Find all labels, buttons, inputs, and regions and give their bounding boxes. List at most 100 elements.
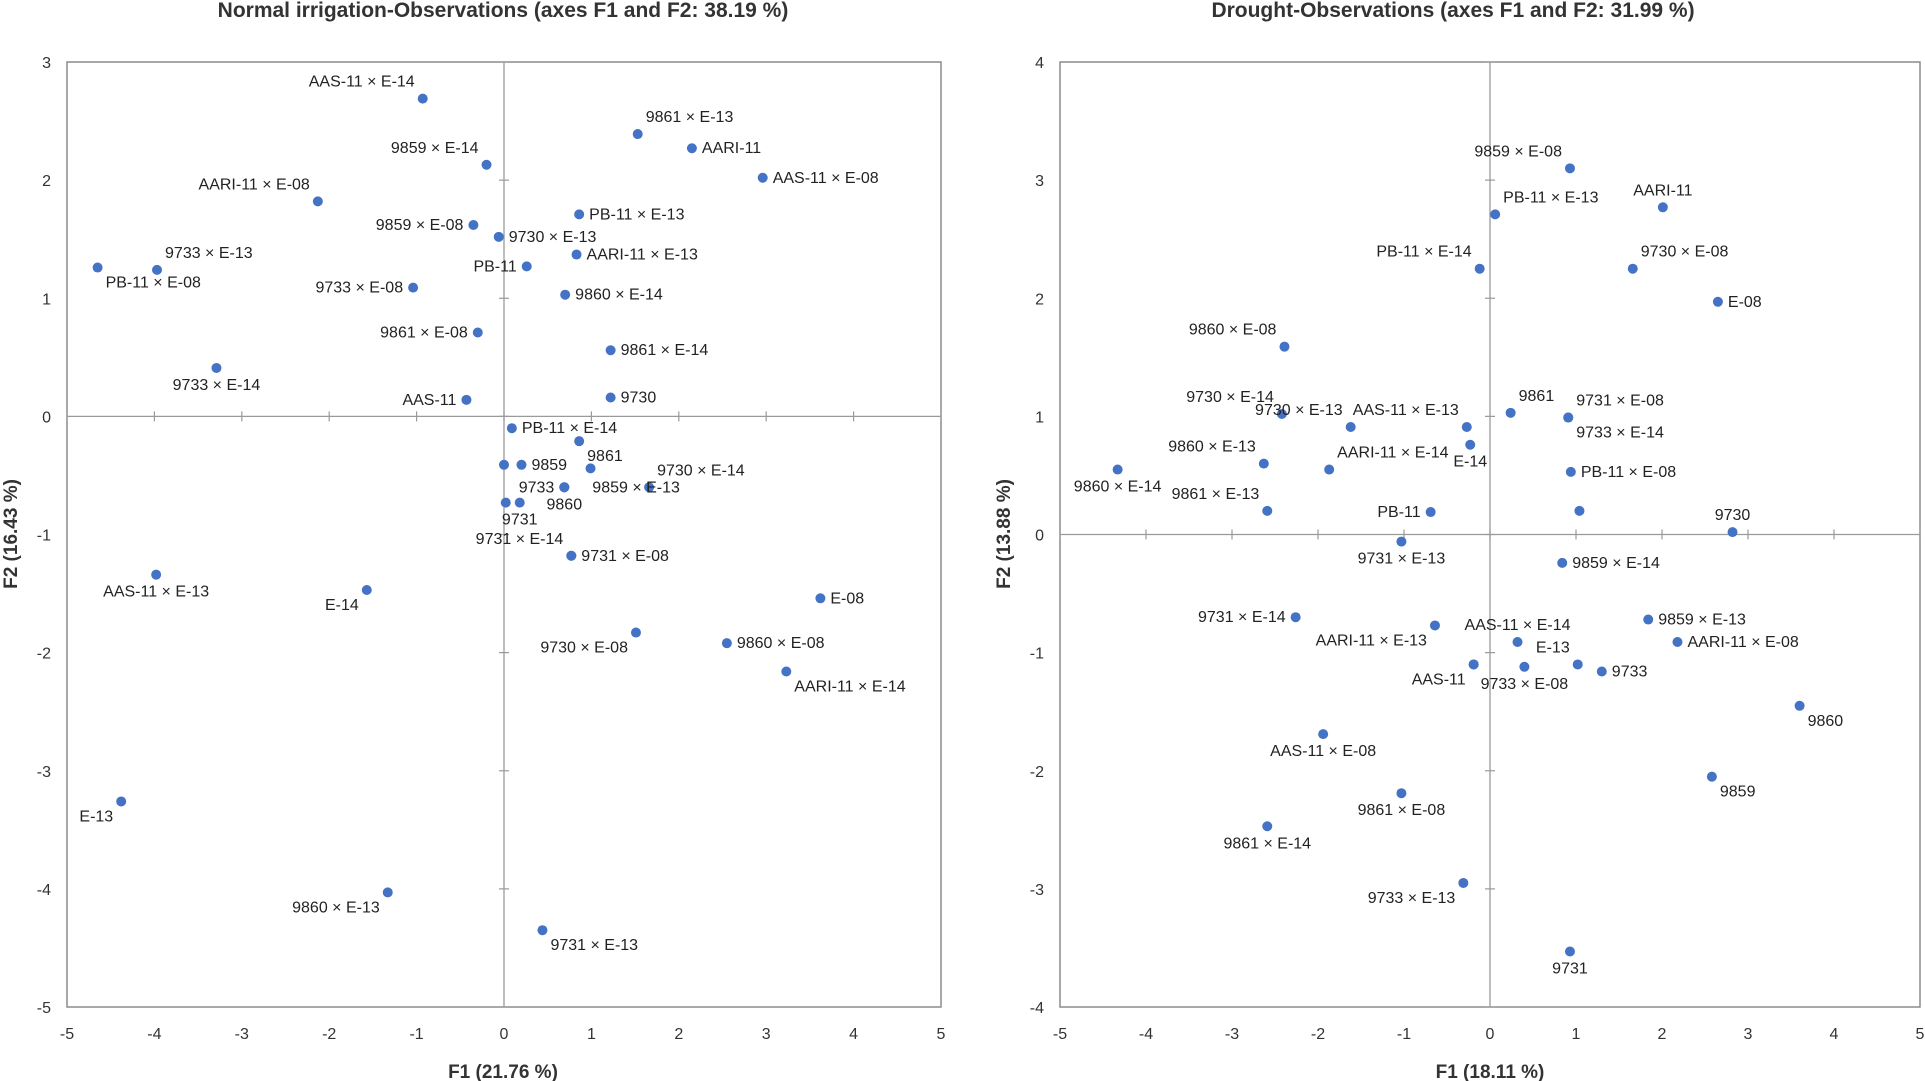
data-point (1565, 466, 1576, 477)
data-point (151, 569, 162, 580)
panel-drought: Drought-Observations (axes F1 and F2: 31… (994, 0, 1925, 1081)
data-point (500, 497, 511, 508)
data-label: 9730 × E-08 (540, 640, 628, 657)
data-point (481, 159, 492, 170)
data-label: 9733 × E-13 (1368, 890, 1456, 907)
data-point (468, 220, 479, 231)
data-label: 9861 × E-13 (1172, 486, 1260, 503)
data-point (781, 666, 792, 677)
data-point (521, 261, 532, 272)
x-tick-label: 1 (1572, 1026, 1581, 1043)
data-point (1276, 409, 1287, 420)
data-label: PB-11 × E-13 (1503, 189, 1598, 206)
data-point (1396, 536, 1407, 547)
data-label: AAS-11 × E-08 (773, 170, 879, 187)
data-point (408, 282, 419, 293)
data-label: 9730 × E-14 (1186, 389, 1274, 406)
data-point (499, 459, 509, 470)
data-label: PB-11 (473, 258, 516, 275)
data-label: AAS-11 × E-13 (103, 584, 209, 601)
x-tick-label: 3 (762, 1026, 771, 1043)
x-tick-label: 0 (500, 1026, 509, 1043)
data-label: 9859 × E-13 (1658, 612, 1746, 629)
data-point (574, 209, 585, 220)
data-label: 9733 (519, 479, 555, 496)
data-label: 9860 (547, 496, 583, 513)
data-point (1262, 505, 1273, 516)
data-point (493, 231, 504, 242)
data-point (1290, 612, 1301, 623)
x-tick-label: -4 (1139, 1026, 1153, 1043)
data-point (1396, 788, 1407, 799)
data-point (1564, 163, 1575, 174)
y-tick-label: 0 (42, 409, 51, 426)
data-point (1505, 407, 1516, 418)
data-label: E-13 (1536, 639, 1570, 656)
data-label: 9861 × E-13 (646, 109, 734, 126)
data-point (1627, 263, 1638, 274)
data-label: PB-11 × E-14 (522, 420, 617, 437)
x-tick-label: -2 (1311, 1026, 1325, 1043)
x-tick-label: 2 (1658, 1026, 1667, 1043)
data-label: 9733 × E-13 (165, 245, 253, 262)
data-point (506, 423, 517, 434)
data-label: 9733 × E-14 (1576, 425, 1664, 442)
y-axis-title: F2 (16.43 %) (1, 479, 22, 589)
x-tick-label: -2 (322, 1026, 336, 1043)
x-axis-title: F1 (18.11 %) (1436, 1062, 1545, 1081)
data-point (559, 482, 570, 493)
x-tick-label: -5 (60, 1026, 74, 1043)
data-label: AARI-11 (1633, 182, 1692, 199)
data-point (472, 327, 483, 338)
data-point (312, 196, 323, 207)
x-tick-label: 5 (1916, 1026, 1925, 1043)
data-label: 9860 (1808, 713, 1844, 730)
data-point (1574, 505, 1585, 516)
data-point (1794, 700, 1805, 711)
data-point (605, 392, 616, 403)
data-label: 9730 (1715, 507, 1751, 524)
data-label: 9860 × E-08 (737, 635, 825, 652)
data-label: AARI-11 × E-13 (587, 247, 698, 264)
y-tick-label: -3 (1030, 882, 1044, 899)
data-label: 9731 × E-14 (476, 531, 564, 548)
data-point (1572, 659, 1583, 670)
data-label: 9730 (621, 389, 657, 406)
data-point (514, 497, 525, 508)
data-point (1564, 946, 1575, 957)
data-point (574, 436, 585, 447)
data-label: AARI-11 × E-14 (794, 679, 905, 696)
data-point (516, 459, 527, 470)
data-point (1657, 202, 1668, 213)
data-label: 9859 (531, 457, 567, 474)
data-label: AAS-11 × E-14 (1465, 617, 1571, 634)
data-point (1706, 771, 1717, 782)
data-label: 9860 × E-14 (1074, 479, 1162, 496)
data-label: AARI-11 × E-14 (1337, 445, 1448, 462)
data-label: 9859 (1720, 784, 1756, 801)
data-point (757, 172, 768, 183)
y-tick-label: -4 (1030, 1000, 1044, 1017)
data-label: PB-11 × E-13 (589, 206, 684, 223)
data-point (211, 362, 222, 373)
data-label: 9731 (1552, 960, 1588, 977)
x-tick-label: 4 (849, 1026, 858, 1043)
x-tick-label: -3 (235, 1026, 249, 1043)
data-point (721, 638, 732, 649)
chart-title: Normal irrigation-Observations (axes F1 … (218, 0, 789, 22)
data-point (382, 887, 393, 898)
data-point (566, 550, 577, 561)
data-label: E-13 (79, 808, 113, 825)
y-tick-label: 3 (1035, 173, 1044, 190)
chart-title: Drought-Observations (axes F1 and F2: 31… (1211, 0, 1694, 22)
data-point (686, 143, 697, 154)
data-point (1672, 636, 1683, 647)
y-tick-label: -3 (37, 764, 51, 781)
data-label: 9861 (1519, 388, 1555, 405)
x-tick-label: 2 (674, 1026, 683, 1043)
data-label: 9731 × E-13 (550, 937, 638, 954)
data-point (1727, 527, 1738, 538)
data-point (1490, 209, 1501, 220)
data-label: 9730 × E-14 (657, 462, 745, 479)
data-label: 9859 × E-08 (376, 217, 464, 234)
